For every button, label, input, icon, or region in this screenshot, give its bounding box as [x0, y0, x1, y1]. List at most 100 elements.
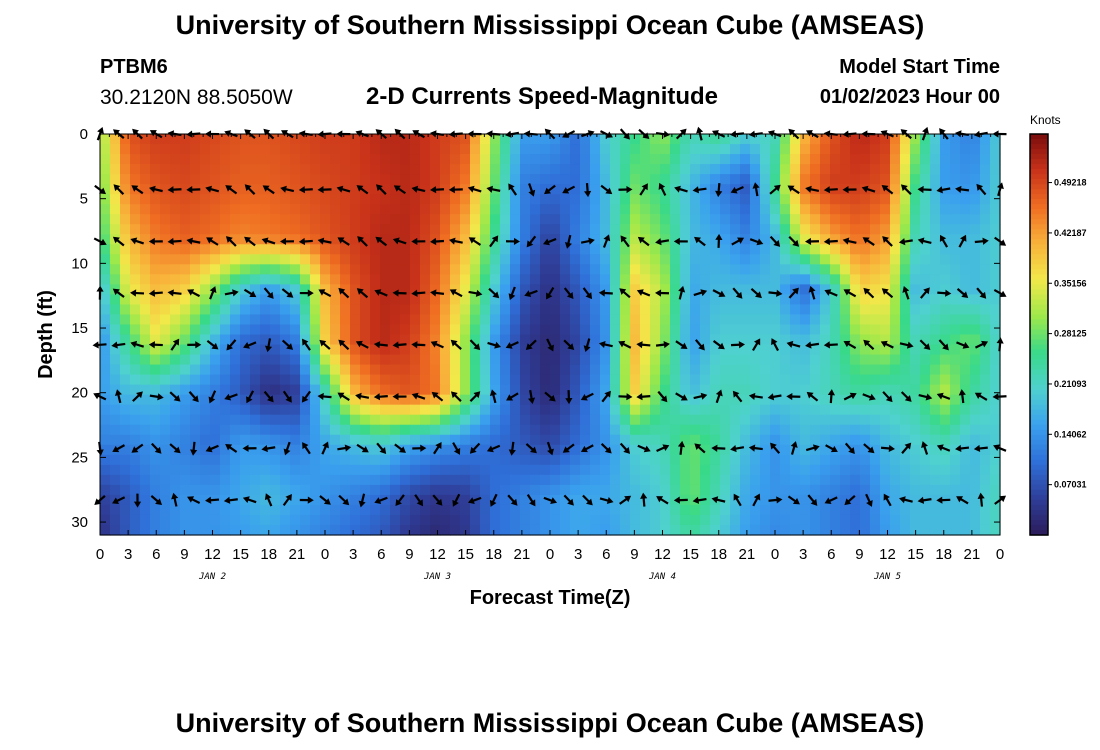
- heatmap-cell: [410, 334, 421, 346]
- colorbar-swatch: [1030, 514, 1048, 521]
- colorbar-swatch: [1030, 474, 1048, 481]
- current-vector: [973, 444, 988, 453]
- heatmap-cell: [520, 194, 531, 205]
- heatmap-cell: [590, 444, 601, 456]
- heatmap-cell: [340, 244, 351, 255]
- heatmap-cell: [990, 434, 1001, 446]
- colorbar-swatch: [1030, 504, 1048, 511]
- heatmap-cell: [510, 474, 521, 486]
- heatmap-cell: [510, 184, 521, 195]
- heatmap-cell: [760, 224, 771, 235]
- heatmap-cell: [120, 524, 131, 536]
- heatmap-cell: [200, 304, 211, 316]
- heatmap-cell: [260, 364, 271, 376]
- current-vector: [411, 185, 426, 193]
- heatmap-cell: [900, 134, 911, 145]
- current-vector: [655, 238, 670, 246]
- current-vector: [805, 185, 820, 193]
- current-vector: [412, 444, 427, 452]
- heatmap-cell: [260, 134, 271, 145]
- heatmap-cell: [150, 344, 161, 356]
- heatmap-cell: [530, 164, 541, 175]
- heatmap-cell: [930, 334, 941, 346]
- colorbar-swatch: [1030, 359, 1048, 366]
- heatmap-cell: [240, 244, 251, 255]
- heatmap-cell: [440, 154, 451, 165]
- heatmap-cell: [760, 464, 771, 476]
- heatmap-cell: [570, 334, 581, 346]
- current-vector: [225, 236, 237, 247]
- heatmap-cell: [980, 364, 991, 376]
- heatmap-cell: [970, 424, 981, 436]
- heatmap-cell: [190, 464, 201, 476]
- heatmap-cell: [870, 454, 881, 466]
- heatmap-cell: [380, 194, 391, 205]
- heatmap-cell: [500, 164, 511, 175]
- current-vector: [808, 285, 816, 300]
- heatmap-cell: [140, 294, 151, 306]
- heatmap-cell: [210, 214, 221, 225]
- heatmap-cell: [340, 464, 351, 476]
- current-vector: [112, 288, 125, 298]
- heatmap-cell: [910, 234, 921, 245]
- current-vector: [411, 289, 426, 297]
- heatmap-cell: [900, 374, 911, 386]
- heatmap-cell: [520, 454, 531, 466]
- heatmap-cell: [760, 484, 771, 496]
- heatmap-cell: [260, 514, 271, 526]
- heatmap-cell: [100, 214, 111, 225]
- heatmap-cell: [470, 514, 481, 526]
- colorbar-swatch: [1030, 469, 1048, 476]
- current-vector: [936, 496, 951, 504]
- heatmap-cell: [170, 284, 181, 295]
- colorbar-swatch: [1030, 399, 1048, 406]
- colorbar-swatch: [1030, 144, 1048, 150]
- heatmap-cell: [580, 494, 591, 506]
- heatmap-cell: [330, 334, 341, 346]
- heatmap-cell: [860, 364, 871, 376]
- heatmap-cell: [590, 234, 601, 245]
- heatmap-cell: [620, 174, 631, 185]
- heatmap-cell: [580, 464, 591, 476]
- heatmap-cell: [520, 464, 531, 476]
- heatmap-cell: [980, 274, 991, 285]
- heatmap-cell: [340, 164, 351, 175]
- colorbar-label: 0.49218: [1054, 178, 1087, 188]
- current-vector: [955, 185, 970, 193]
- heatmap-cell: [610, 164, 621, 175]
- heatmap-cell: [990, 364, 1001, 376]
- heatmap-cell: [680, 524, 691, 536]
- current-vector: [449, 289, 463, 298]
- heatmap-cell: [780, 464, 791, 476]
- heatmap-cell: [770, 204, 781, 215]
- heatmap-cell: [670, 324, 681, 336]
- heatmap-cell: [180, 284, 191, 295]
- heatmap-cell: [980, 284, 991, 295]
- heatmap-cell: [290, 284, 301, 295]
- heatmap-cell: [340, 524, 351, 536]
- heatmap-cell: [170, 474, 181, 486]
- heatmap-cell: [200, 274, 211, 285]
- heatmap-cell: [460, 284, 471, 295]
- heatmap-cell: [760, 414, 771, 426]
- heatmap-cell: [990, 234, 1001, 245]
- heatmap-cell: [400, 354, 411, 366]
- heatmap-cell: [200, 244, 211, 255]
- heatmap-cell: [650, 444, 661, 456]
- current-vector: [600, 184, 613, 195]
- current-vector: [937, 289, 952, 297]
- heatmap-cell: [870, 364, 881, 376]
- heatmap-cell: [260, 404, 271, 416]
- heatmap-cell: [590, 384, 601, 396]
- current-vector: [581, 130, 595, 138]
- colorbar-swatch: [1030, 484, 1048, 491]
- heatmap-cell: [520, 474, 531, 486]
- heatmap-cell: [390, 244, 401, 255]
- heatmap-cell: [330, 234, 341, 245]
- heatmap-cell: [860, 434, 871, 446]
- heatmap-cell: [280, 354, 291, 366]
- heatmap-cell: [780, 154, 791, 165]
- heatmap-cell: [600, 234, 611, 245]
- current-vector: [768, 289, 783, 297]
- heatmap-cell: [510, 244, 521, 255]
